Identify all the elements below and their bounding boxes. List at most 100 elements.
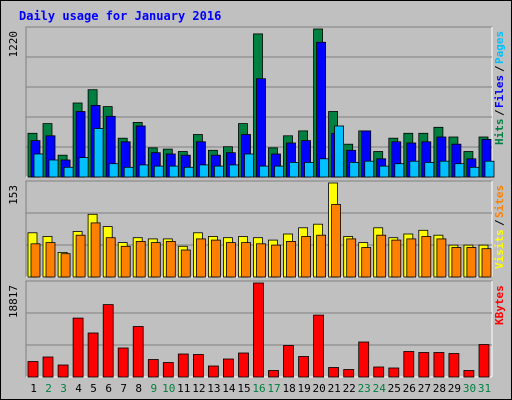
day-label-6: 6	[105, 382, 112, 395]
bar-pages-day-4	[78, 157, 89, 178]
bar-pages-day-3	[63, 166, 74, 178]
bar-kbytes-day-17	[268, 370, 279, 378]
bar-pages-day-10	[168, 165, 179, 178]
bar-pages-day-9	[153, 165, 164, 178]
bar-pages-day-28	[439, 160, 450, 178]
bar-pages-day-6	[108, 163, 119, 178]
bar-kbytes-day-19	[298, 356, 310, 378]
bar-sites-day-13	[210, 239, 221, 278]
bar-pages-day-31	[484, 160, 495, 178]
bar-sites-day-5	[90, 222, 101, 278]
bar-kbytes-day-13	[207, 365, 219, 378]
sites-visits-panel: 153 Sites/ Visits	[7, 180, 506, 278]
day-label-3: 3	[60, 382, 67, 395]
day-label-4: 4	[75, 382, 82, 395]
bar-kbytes-day-24	[373, 366, 385, 378]
bar-pages-day-24	[379, 165, 390, 178]
bar-kbytes-day-15	[238, 352, 249, 378]
day-label-1: 1	[30, 382, 37, 395]
bar-files-day-20	[316, 41, 327, 178]
day-label-20: 20	[312, 382, 325, 395]
bar-sites-day-3	[60, 253, 71, 278]
day-label-2: 2	[45, 382, 52, 395]
day-label-16: 16	[252, 382, 265, 395]
bar-sites-day-27	[421, 236, 432, 278]
day-label-15: 15	[237, 382, 250, 395]
bar-pages-day-1	[33, 153, 44, 178]
bar-sites-day-29	[451, 247, 462, 278]
bar-kbytes-day-29	[448, 353, 460, 378]
legend-separator: /	[493, 219, 506, 226]
bar-sites-day-28	[436, 238, 447, 278]
bar-kbytes-day-4	[72, 317, 84, 378]
day-label-31: 31	[478, 382, 491, 395]
day-label-8: 8	[135, 382, 142, 395]
bar-pages-day-7	[123, 166, 134, 178]
bar-sites-day-23	[361, 247, 372, 278]
bar-sites-day-16	[256, 243, 266, 278]
bar-pages-day-13	[213, 165, 224, 178]
bar-pages-day-11	[183, 166, 194, 178]
bar-kbytes-day-3	[57, 364, 69, 378]
bar-sites-day-2	[45, 242, 56, 278]
bar-pages-day-5	[93, 128, 104, 178]
bar-pages-day-17	[274, 165, 284, 178]
bar-kbytes-day-31	[478, 344, 490, 378]
bar-sites-day-20	[316, 234, 327, 278]
hits-files-pages-panel: 1220 Pages/Files/Hits	[7, 26, 506, 178]
bar-kbytes-day-20	[313, 314, 325, 378]
bar-kbytes-day-12	[192, 354, 204, 378]
bar-kbytes-day-22	[343, 369, 355, 378]
bar-pages-day-8	[138, 164, 149, 178]
day-label-23: 23	[358, 382, 371, 395]
bar-sites-day-15	[241, 242, 251, 278]
day-label-13: 13	[207, 382, 220, 395]
bar-pages-day-14	[228, 164, 239, 178]
day-label-9: 9	[150, 382, 157, 395]
legend-hits: Hits	[493, 119, 506, 146]
bar-sites-day-12	[195, 238, 206, 278]
bar-sites-day-1	[30, 243, 41, 278]
bar-kbytes-day-10	[162, 362, 174, 378]
day-label-11: 11	[177, 382, 190, 395]
bar-sites-day-26	[406, 238, 417, 278]
y-axis-max-label: 1220	[7, 31, 20, 58]
legend-separator: /	[493, 109, 506, 116]
bar-pages-day-12	[198, 164, 209, 178]
bar-sites-day-10	[165, 240, 176, 278]
bar-kbytes-day-28	[433, 352, 445, 378]
bar-sites-day-4	[75, 234, 86, 278]
bar-kbytes-day-5	[87, 332, 99, 378]
bar-kbytes-day-25	[388, 367, 400, 378]
bar-sites-day-14	[225, 242, 236, 278]
bar-pages-day-22	[349, 161, 360, 178]
day-label-17: 17	[267, 382, 280, 395]
bar-kbytes-day-8	[132, 326, 144, 378]
bar-sites-day-8	[135, 240, 146, 278]
bar-sites-day-7	[120, 245, 131, 278]
bar-pages-day-29	[454, 163, 465, 178]
bar-kbytes-day-18	[283, 345, 294, 378]
kbytes-panel: 18817 KBytes	[7, 280, 506, 378]
bar-kbytes-day-11	[177, 353, 189, 378]
day-axis-labels: 1 2 3 4 5 6 7 8 9 10 11 12 13 14 15 16 17 18 19 20 21 22 23 24 2…	[30, 382, 491, 395]
legend-kbytes: KBytes	[493, 285, 506, 325]
bar-kbytes-day-30	[463, 370, 475, 378]
bar-pages-day-15	[244, 153, 254, 178]
day-label-25: 25	[388, 382, 401, 395]
bar-files-day-16	[256, 78, 266, 178]
bar-kbytes-day-21	[328, 367, 340, 378]
bar-pages-day-26	[409, 160, 420, 178]
bar-pages-day-25	[394, 163, 405, 178]
day-label-22: 22	[343, 382, 356, 395]
day-label-29: 29	[448, 382, 461, 395]
bar-kbytes-day-26	[403, 351, 415, 378]
bar-kbytes-day-7	[117, 347, 129, 378]
bar-pages-day-20	[319, 158, 330, 178]
bar-pages-day-16	[259, 165, 269, 178]
bar-kbytes-day-14	[222, 358, 234, 378]
bar-sites-day-30	[466, 247, 477, 278]
bar-pages-day-2	[48, 159, 59, 178]
bar-kbytes-day-6	[102, 304, 114, 378]
day-label-26: 26	[403, 382, 416, 395]
